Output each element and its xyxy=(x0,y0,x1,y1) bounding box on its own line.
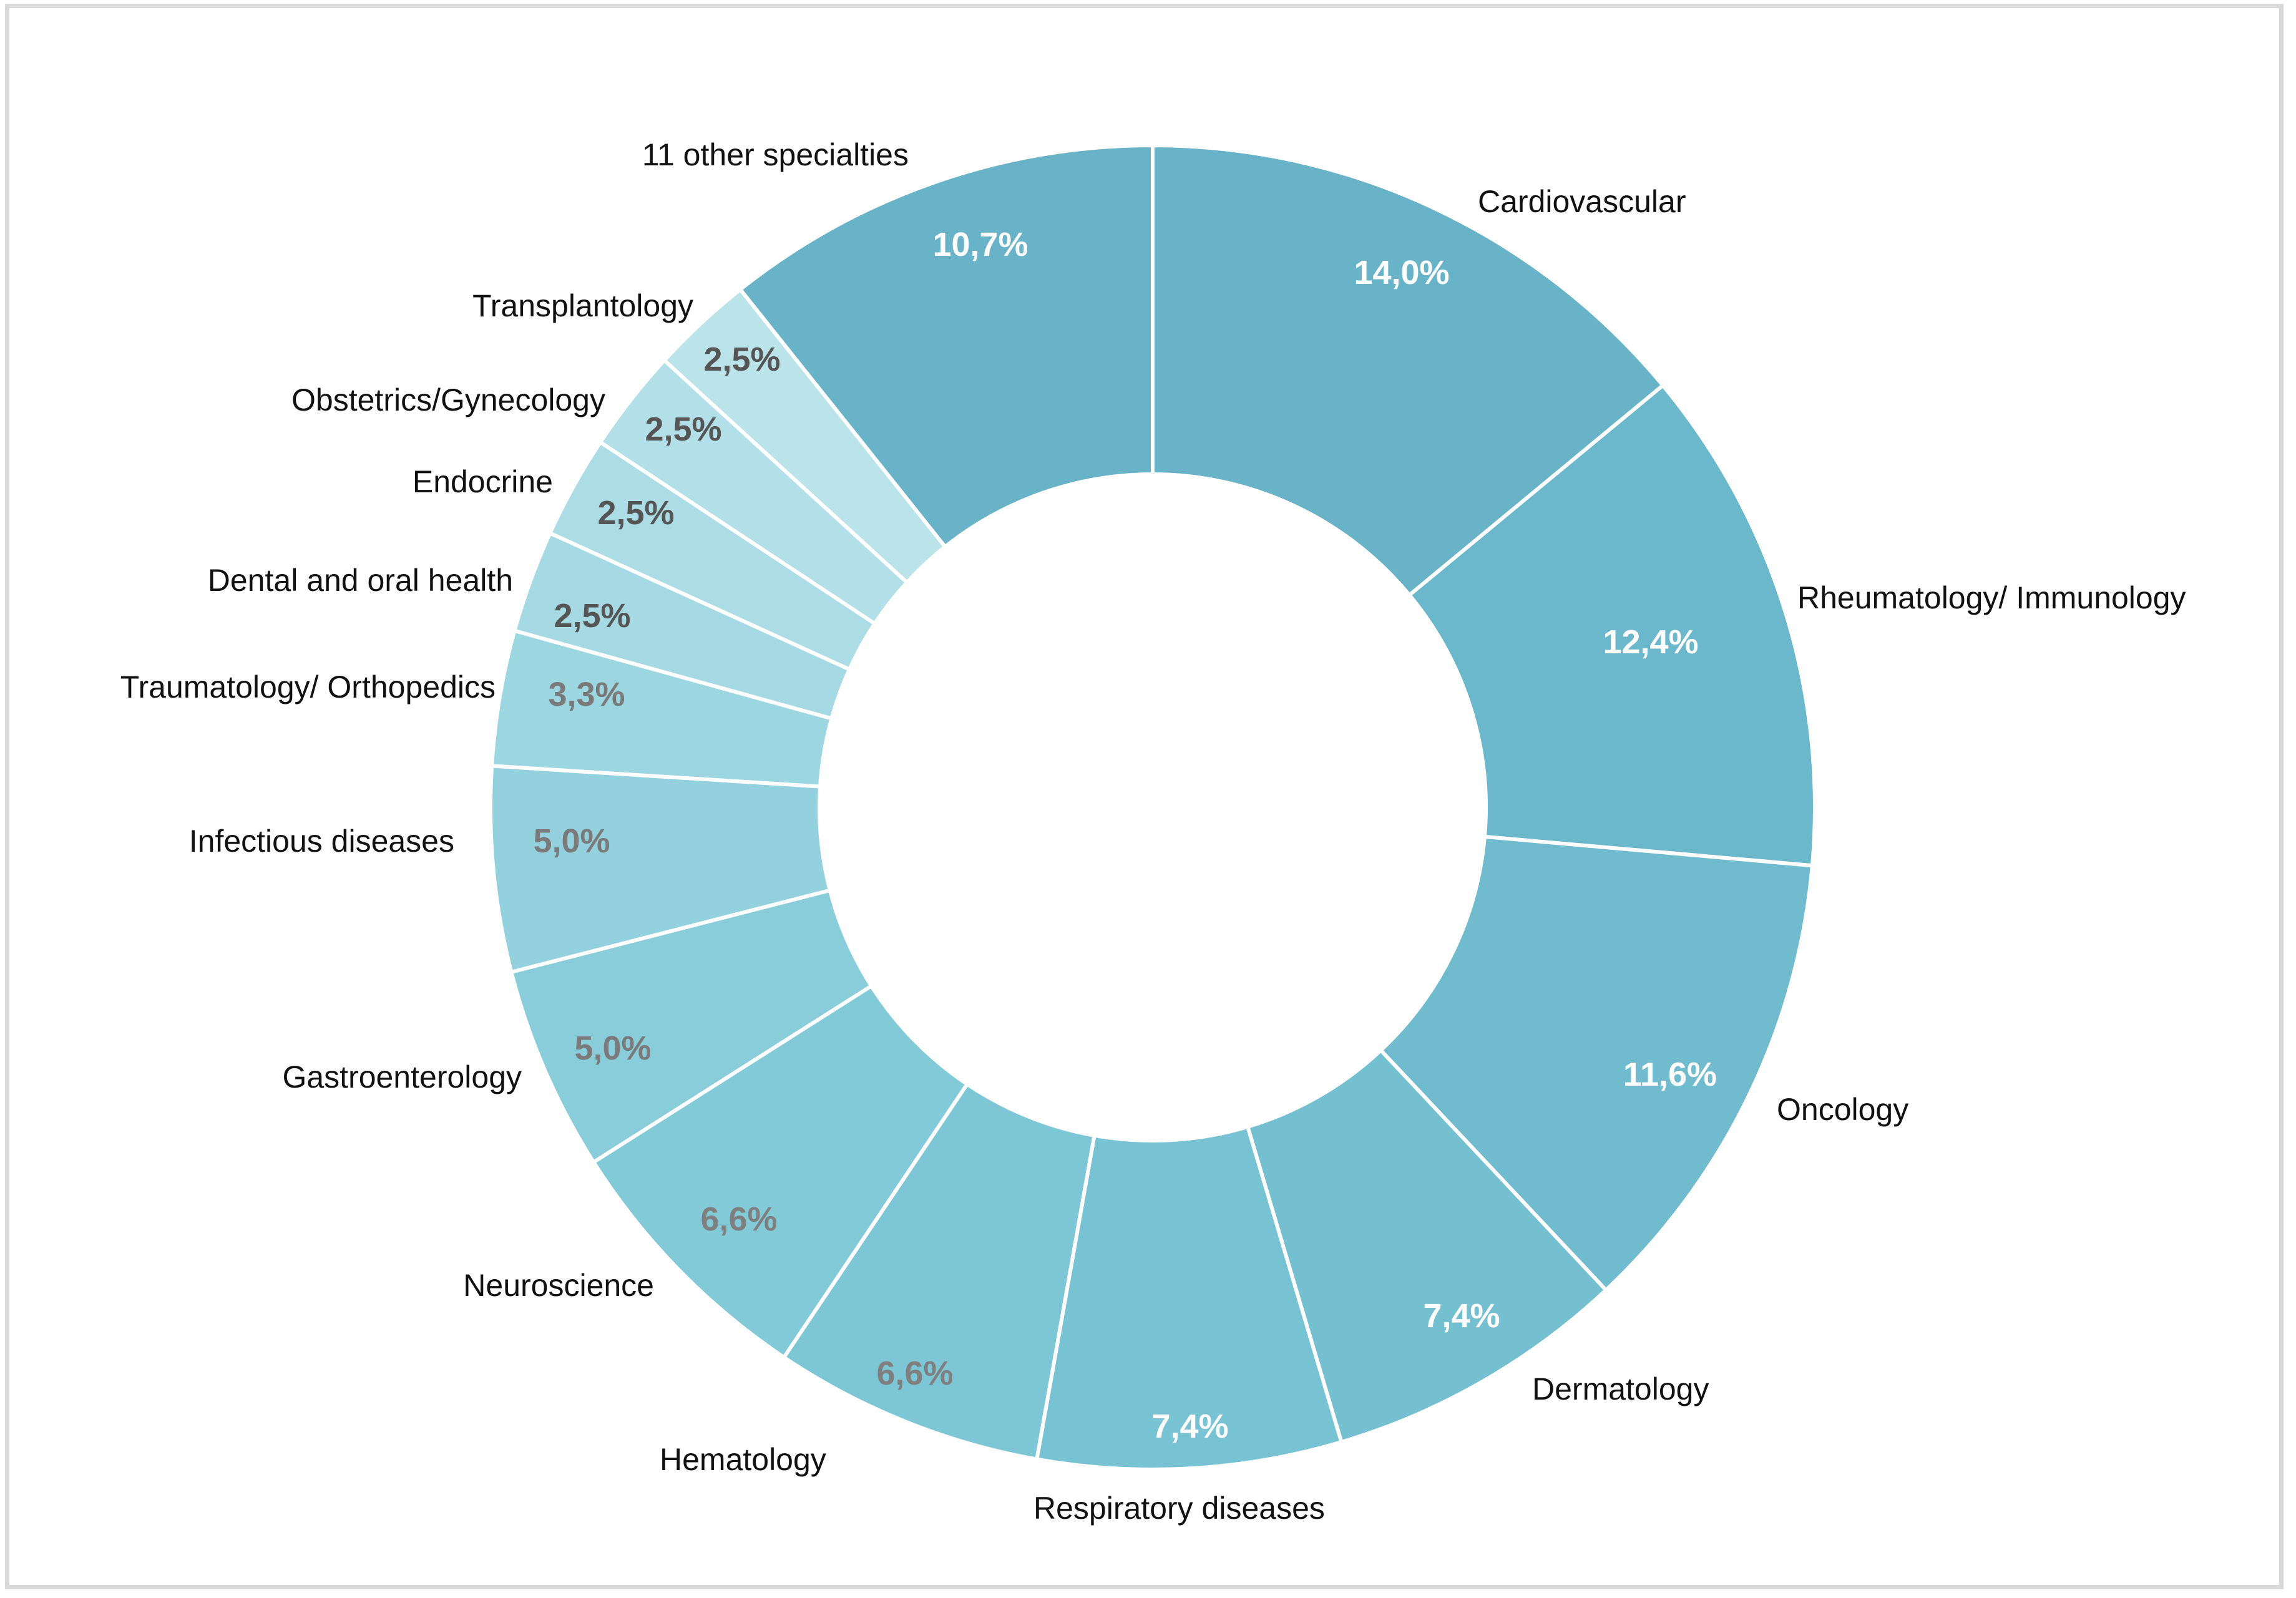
value-label-infectious-diseases: 5,0% xyxy=(533,822,610,860)
category-label-gastroenterology: Gastroenterology xyxy=(282,1060,522,1094)
slice-hematology xyxy=(781,1081,1097,1462)
donut-slices xyxy=(489,143,1817,1471)
category-label-11-other-specialties: 11 other specialties xyxy=(642,137,909,172)
value-label-traumatology-orthopedics: 3,3% xyxy=(548,676,625,713)
value-label-hematology: 6,6% xyxy=(876,1355,953,1392)
value-label-11-other-specialties: 10,7% xyxy=(932,226,1028,263)
category-label-rheumatology-immunology: Rheumatology/ Immunology xyxy=(1797,580,2186,615)
category-label-respiratory-diseases: Respiratory diseases xyxy=(1033,1491,1325,1526)
value-label-rheumatology-immunology: 12,4% xyxy=(1603,623,1698,661)
category-label-traumatology-orthopedics: Traumatology/ Orthopedics xyxy=(120,670,496,704)
category-label-cardiovascular: Cardiovascular xyxy=(1478,184,1686,219)
value-label-neuroscience: 6,6% xyxy=(700,1201,777,1238)
category-label-obstetrics-gynecology: Obstetrics/Gynecology xyxy=(291,382,605,417)
category-label-neuroscience: Neuroscience xyxy=(463,1268,654,1303)
value-label-dental-and-oral-health: 2,5% xyxy=(554,597,630,635)
value-label-transplantology: 2,5% xyxy=(703,341,780,378)
slice-oncology xyxy=(1378,834,1815,1293)
category-label-endocrine: Endocrine xyxy=(413,464,553,499)
value-label-gastroenterology: 5,0% xyxy=(574,1030,651,1067)
category-labels: Cardiovascular Rheumatology/ Immunology On… xyxy=(120,137,2186,1526)
value-label-obstetrics-gynecology: 2,5% xyxy=(645,411,721,448)
slice-11-other-specialties xyxy=(738,143,1155,550)
slice-respiratory-diseases xyxy=(1034,1124,1344,1471)
category-label-hematology: Hematology xyxy=(660,1442,826,1477)
category-label-infectious-diseases: Infectious diseases xyxy=(189,824,454,859)
value-label-respiratory-diseases: 7,4% xyxy=(1151,1408,1228,1445)
slice-dermatology xyxy=(1245,1048,1609,1445)
value-label-oncology: 11,6% xyxy=(1623,1056,1717,1093)
slice-rheumatology-immunology xyxy=(1407,382,1817,868)
value-label-endocrine: 2,5% xyxy=(597,494,674,532)
slice-neuroscience xyxy=(591,983,970,1360)
category-label-oncology: Oncology xyxy=(1777,1092,1908,1127)
value-label-dermatology: 7,4% xyxy=(1423,1297,1500,1335)
category-label-dermatology: Dermatology xyxy=(1532,1371,1709,1406)
category-label-dental-and-oral-health: Dental and oral health xyxy=(208,563,513,598)
value-label-cardiovascular: 14,0% xyxy=(1354,254,1449,291)
value-labels: 14,0% 12,4% 11,6% 7,4% 7,4% 6,6% 6,6% 5,0% 5,0% 3… xyxy=(533,226,1717,1445)
slice-cardiovascular xyxy=(1151,143,1666,598)
category-label-transplantology: Transplantology xyxy=(472,288,693,323)
